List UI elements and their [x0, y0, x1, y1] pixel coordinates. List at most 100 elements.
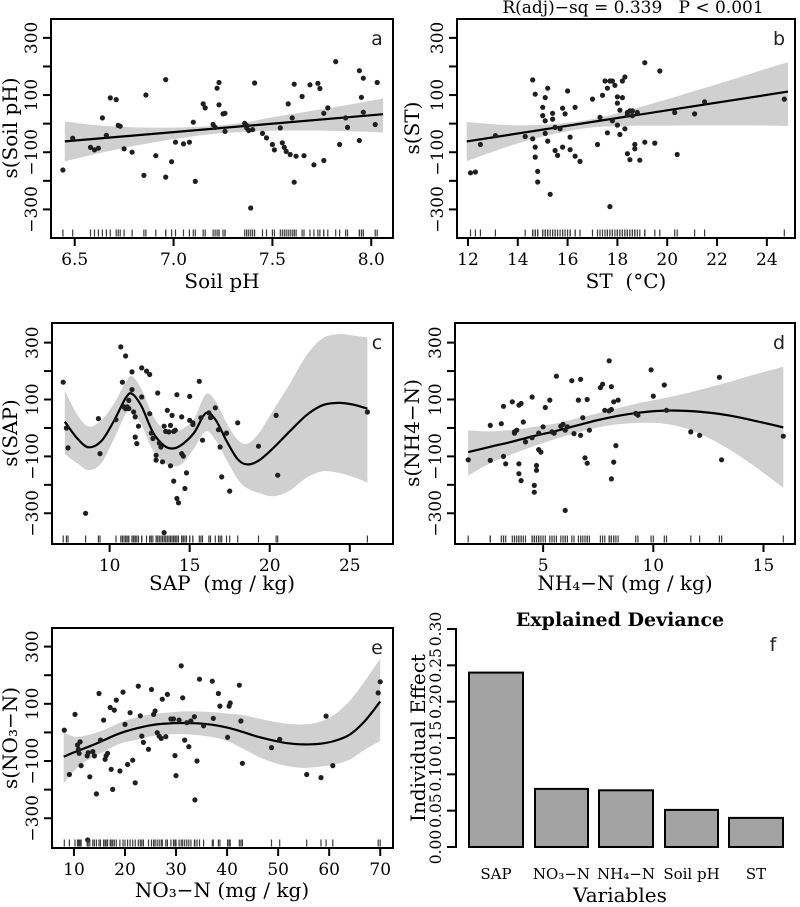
data-point — [132, 414, 138, 420]
data-point — [210, 715, 216, 721]
panel-c-plot: 10 15 20 25 −300 −100 100 300 c — [23, 322, 394, 576]
data-point — [629, 108, 635, 114]
y-tick-label: 300 — [23, 630, 43, 662]
data-point — [542, 118, 548, 124]
data-point — [95, 145, 101, 151]
data-point — [648, 367, 654, 373]
data-point — [156, 440, 162, 446]
data-point — [550, 116, 556, 122]
data-point — [169, 159, 175, 165]
data-point — [166, 429, 172, 435]
data-point — [632, 146, 638, 152]
data-point — [192, 178, 198, 184]
bar-category-label: NO₃−N — [533, 865, 590, 883]
data-point — [150, 435, 156, 442]
data-point — [530, 77, 536, 83]
data-point — [163, 77, 169, 83]
panel-a: 6.5 7.0 7.5 8.0 −300 −100 100 300 a Soil pH s(So… — [0, 0, 400, 302]
data-point — [530, 136, 536, 142]
data-point — [572, 153, 578, 159]
data-point — [223, 430, 230, 436]
bar-category-label: ST — [746, 865, 766, 883]
data-point — [540, 424, 546, 430]
data-point — [532, 154, 538, 160]
data-point — [564, 424, 570, 430]
data-point — [96, 690, 102, 697]
panel-c-y-axis-label: s(SAP) — [0, 399, 22, 467]
data-point — [337, 141, 343, 148]
data-point — [99, 115, 105, 121]
data-point — [301, 153, 307, 159]
panel-a-y-axis-label: s(Soil pH) — [0, 77, 22, 179]
data-point — [719, 457, 725, 463]
data-point — [304, 771, 310, 778]
panel-b-plot: 12 14 16 18 20 22 24 −300 −100 100 300 b — [428, 18, 796, 270]
data-point — [532, 91, 538, 97]
data-point — [120, 689, 126, 695]
data-point — [477, 141, 483, 148]
data-point — [578, 432, 584, 438]
data-point — [163, 174, 169, 180]
data-point — [207, 415, 214, 421]
x-tick-label: 24 — [756, 250, 778, 270]
data-point — [652, 140, 658, 146]
data-point — [535, 168, 541, 174]
data-point — [584, 396, 590, 403]
x-tick-label: 10 — [63, 860, 85, 880]
data-point — [167, 422, 174, 428]
data-point — [702, 99, 708, 105]
data-point — [163, 734, 169, 740]
data-point — [552, 124, 558, 130]
data-point — [183, 470, 190, 476]
data-point — [152, 708, 158, 714]
data-point — [567, 147, 573, 153]
data-point — [560, 421, 566, 427]
data-point — [674, 151, 680, 158]
data-point — [629, 113, 635, 119]
data-point — [287, 151, 293, 158]
data-point — [222, 128, 228, 134]
data-point — [589, 96, 596, 102]
data-point — [318, 775, 324, 781]
data-point — [604, 85, 610, 91]
y-tick-label: 0.20 — [427, 684, 445, 719]
data-point — [562, 507, 568, 513]
data-point — [239, 760, 245, 766]
data-point — [622, 126, 628, 132]
panel-f-y-axis-label: Individual Effect — [406, 654, 430, 822]
panel-f-x-axis-label: Variables — [573, 883, 667, 907]
data-point — [209, 678, 215, 684]
data-point — [697, 432, 703, 438]
data-point — [520, 419, 526, 425]
confidence-band — [64, 333, 368, 497]
data-point — [498, 421, 504, 427]
data-point — [201, 723, 207, 729]
data-point — [227, 488, 233, 494]
data-point — [716, 374, 722, 380]
data-point — [107, 704, 113, 711]
data-point — [246, 127, 252, 134]
data-point — [283, 148, 289, 154]
data-point — [522, 439, 529, 445]
y-tick-label: 100 — [426, 383, 446, 415]
data-point — [248, 205, 254, 211]
data-point — [215, 690, 221, 697]
y-tick-label: 0.25 — [427, 648, 445, 683]
data-point — [634, 109, 640, 116]
y-tick-label: 300 — [426, 326, 446, 358]
data-point — [531, 489, 537, 495]
data-point — [182, 485, 188, 492]
data-point — [509, 399, 515, 405]
data-point — [781, 96, 787, 102]
data-point — [217, 444, 223, 450]
data-point — [487, 422, 493, 428]
data-point — [624, 151, 630, 157]
x-tick-label: 50 — [267, 860, 289, 880]
data-point — [169, 412, 175, 418]
data-point — [619, 78, 625, 84]
y-tick-label: 300 — [428, 22, 448, 54]
data-point — [604, 130, 610, 136]
data-point — [129, 369, 135, 375]
x-tick-label: 15 — [179, 556, 201, 576]
data-point — [611, 399, 617, 405]
